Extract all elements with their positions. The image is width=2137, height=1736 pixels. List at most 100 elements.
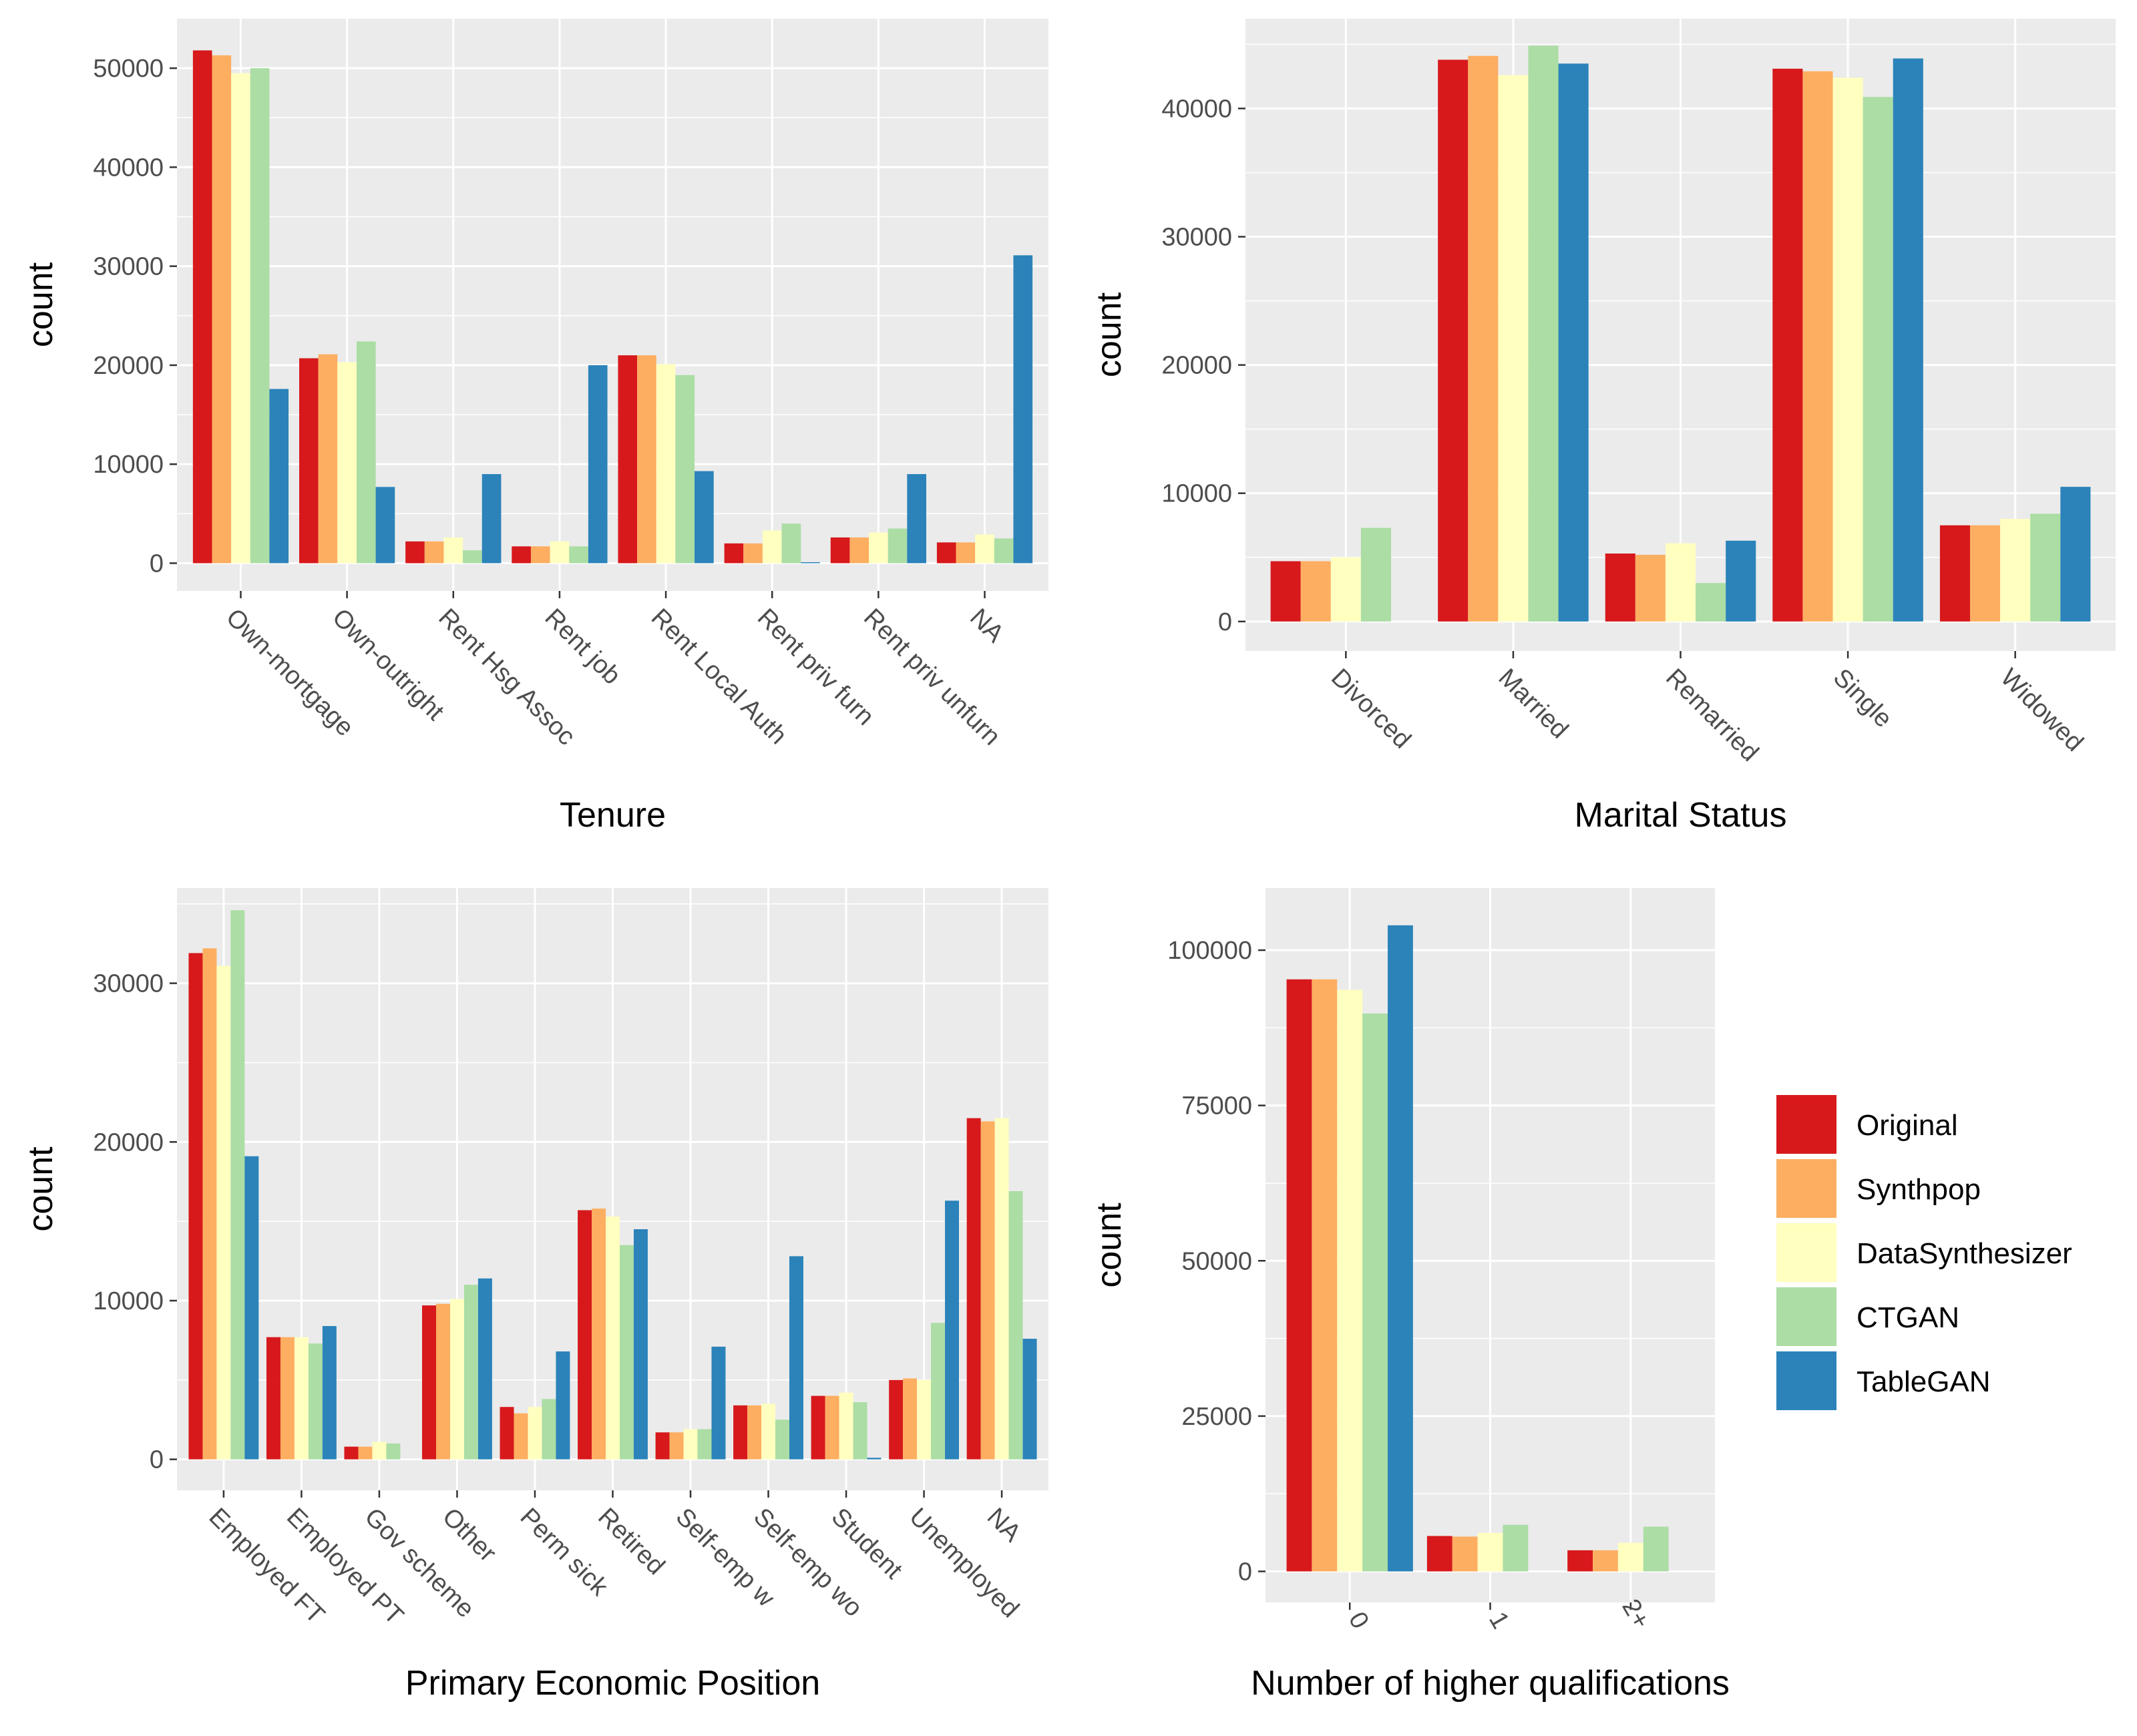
bar-tablegan-rent-priv-unfurn [907,474,926,564]
bar-synthpop-perm-sick [514,1413,528,1460]
y-axis-title: count [1090,292,1129,377]
bar-original-0 [1286,979,1312,1572]
bar-original-rent-local-auth [618,355,638,564]
bar-original-other [422,1305,436,1460]
bar-ctgan-own-mortgage [250,68,270,564]
bar-ctgan-single [1863,97,1893,622]
bar-tablegan-unemployed [945,1201,959,1460]
bar-original-student [811,1395,825,1460]
bar-tablegan-na [1013,255,1033,564]
bar-datasynthesizer-0 [1337,990,1363,1572]
x-tick-label: Other [437,1503,502,1568]
x-tick-label: Divorced [1326,664,1416,754]
bar-synthpop-married [1468,55,1499,622]
y-tick-label: 75000 [1181,1092,1252,1120]
bar-datasynthesizer-gov-scheme [372,1442,387,1460]
bar-datasynthesizer-own-outright [337,362,357,564]
bar-tablegan-remarried [1726,540,1756,622]
bar-tablegan-self-emp-wo [789,1256,803,1460]
x-tick-label: Widowed [1995,664,2088,757]
bar-tablegan-other [477,1278,492,1460]
legend-label-ctgan: CTGAN [1857,1301,1959,1334]
bar-ctgan-remarried [1696,583,1726,622]
bar-synthpop-unemployed [903,1378,918,1460]
bar-original-employed-pt [266,1337,280,1460]
y-tick-label: 10000 [93,451,164,479]
x-tick-label: Rent job [540,604,626,690]
bar-ctgan-1 [1503,1524,1529,1572]
bar-original-self-emp-w [655,1432,670,1460]
x-tick-label: 1 [1483,1607,1515,1633]
bar-synthpop-1 [1452,1536,1478,1572]
bar-synthpop-rent-hsg-assoc [424,541,444,564]
bar-datasynthesizer-rent-hsg-assoc [443,537,463,564]
bar-ctgan-widowed [2030,513,2061,622]
y-tick-label: 0 [1238,1558,1252,1586]
bar-ctgan-0 [1362,1013,1388,1572]
y-tick-label: 40000 [1161,95,1232,123]
bar-original-unemployed [889,1379,904,1460]
y-tick-label: 30000 [93,253,164,281]
bar-datasynthesizer-perm-sick [528,1407,542,1460]
legend-key-datasynthesizer [1776,1223,1836,1282]
legend-key-original [1776,1095,1836,1154]
y-tick-label: 50000 [93,55,164,83]
bar-original-na [936,542,956,564]
bar-synthpop-remarried [1635,554,1666,622]
bar-ctgan-rent-local-auth [675,375,695,564]
bar-datasynthesizer-employed-pt [294,1337,309,1460]
bar-datasynthesizer-self-emp-wo [761,1403,776,1460]
bar-original-rent-priv-furn [724,543,744,564]
y-tick-label: 50000 [1181,1247,1252,1275]
bar-synthpop-2- [1593,1550,1618,1572]
bar-synthpop-rent-local-auth [637,355,656,564]
bar-synthpop-gov-scheme [358,1446,373,1460]
bar-tablegan-rent-local-auth [695,471,714,564]
bar-synthpop-self-emp-wo [747,1405,762,1460]
bar-original-rent-job [512,546,531,564]
bar-tablegan-employed-ft [244,1156,259,1460]
x-tick-label: 0 [1343,1607,1374,1633]
y-tick-label: 40000 [93,154,164,182]
bar-original-remarried [1605,554,1635,622]
y-tick-label: 30000 [93,970,164,998]
bar-datasynthesizer-widowed [2000,519,2031,622]
bar-original-married [1438,59,1469,622]
y-tick-label: 0 [1218,608,1232,636]
bar-ctgan-married [1528,45,1559,622]
bar-original-2- [1567,1550,1593,1572]
bar-original-rent-hsg-assoc [405,541,425,564]
bar-ctgan-rent-job [569,546,588,564]
bar-tablegan-rent-job [588,365,608,564]
bar-original-1 [1426,1536,1452,1572]
bar-ctgan-na [1008,1190,1023,1460]
chart-panel-1: 01000020000300004000050000Own-mortgageOw… [21,19,1048,835]
bar-datasynthesizer-na [975,534,994,564]
bar-original-gov-scheme [344,1446,359,1460]
y-tick-label: 20000 [93,1128,164,1156]
bar-synthpop-na [980,1121,995,1460]
bar-synthpop-rent-priv-furn [743,543,763,564]
bar-ctgan-unemployed [931,1323,946,1460]
bar-original-retired [578,1210,592,1460]
bar-datasynthesizer-student [839,1392,853,1460]
y-tick-label: 20000 [1161,352,1232,380]
legend-label-datasynthesizer: DataSynthesizer [1857,1237,2072,1270]
bar-ctgan-other [463,1285,478,1460]
bar-tablegan-employed-pt [322,1326,337,1460]
bar-ctgan-self-emp-w [697,1429,712,1460]
bar-synthpop-self-emp-w [669,1432,684,1460]
bar-ctgan-perm-sick [542,1399,556,1460]
legend-key-synthpop [1776,1159,1836,1218]
bar-ctgan-rent-priv-furn [781,523,801,564]
bar-synthpop-own-outright [318,354,338,564]
legend-label-synthpop: Synthpop [1857,1173,1981,1206]
x-tick-label: Married [1493,664,1574,744]
bar-original-rent-priv-unfurn [830,537,850,564]
bar-tablegan-rent-priv-furn [801,562,820,564]
legend-key-tablegan [1776,1351,1836,1410]
y-tick-label: 10000 [1161,480,1232,508]
bar-synthpop-single [1802,71,1833,622]
bar-tablegan-0 [1387,925,1413,1572]
